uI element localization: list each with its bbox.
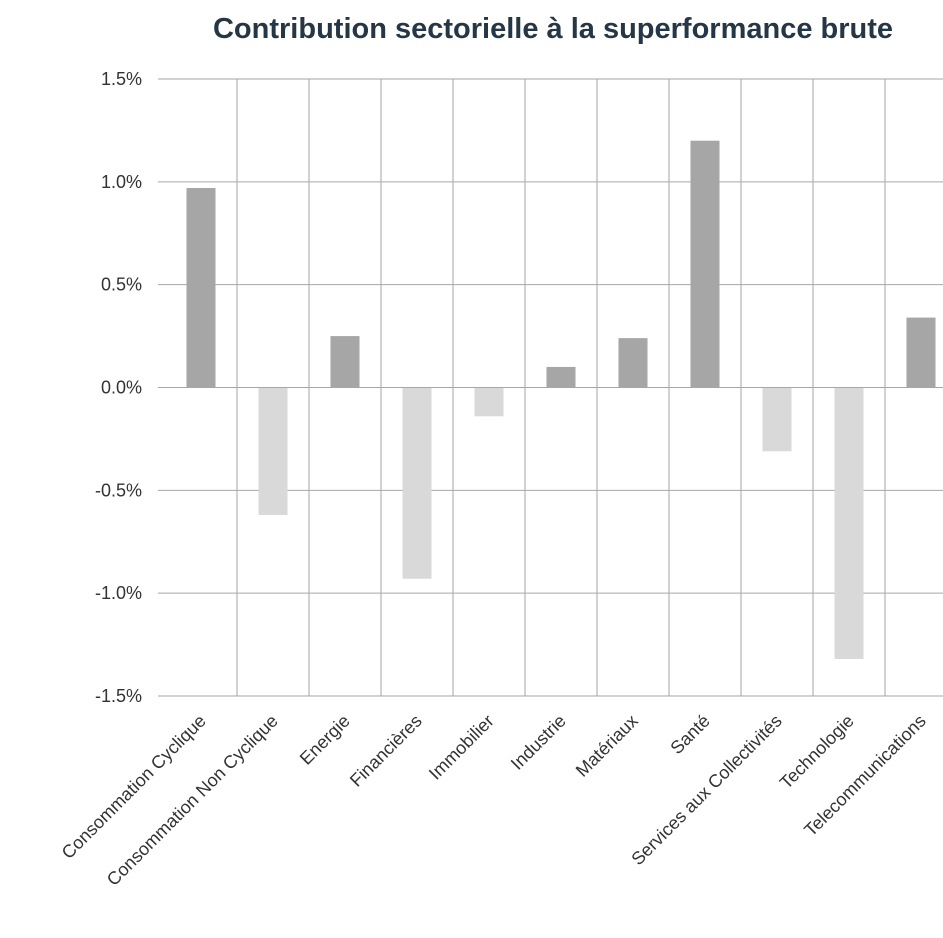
y-tick-label: -1.0%: [95, 583, 142, 603]
x-tick-label: Immobilier: [425, 711, 498, 784]
y-tick-label: -1.5%: [95, 686, 142, 706]
y-tick-label: 0.0%: [101, 378, 142, 398]
bar: [546, 366, 576, 388]
y-tick-label: -0.5%: [95, 480, 142, 500]
y-tick-label: 1.0%: [101, 172, 142, 192]
bar: [690, 140, 720, 388]
bar: [906, 317, 936, 388]
bar: [834, 387, 864, 659]
y-tick-label: 0.5%: [101, 275, 142, 295]
y-tick-label: 1.5%: [101, 69, 142, 89]
x-tick-label: Industrie: [507, 711, 570, 774]
x-tick-label: Matériaux: [572, 711, 642, 781]
bar: [402, 387, 432, 579]
bar: [618, 338, 648, 388]
chart-title: Contribution sectorielle à la superforma…: [213, 13, 893, 45]
x-tick-label: Financières: [346, 711, 426, 791]
bar: [762, 387, 792, 452]
x-tick-label: Energie: [296, 711, 354, 769]
bar: [330, 336, 360, 388]
x-tick-label: Services aux Collectivités: [627, 711, 785, 869]
bar: [186, 188, 216, 388]
x-tick-label: Telecommunications: [800, 711, 929, 840]
x-tick-label: Santé: [666, 711, 713, 758]
x-tick-label: Consommation Cyclique: [58, 711, 210, 863]
bar: [474, 387, 504, 417]
bar: [258, 387, 288, 516]
